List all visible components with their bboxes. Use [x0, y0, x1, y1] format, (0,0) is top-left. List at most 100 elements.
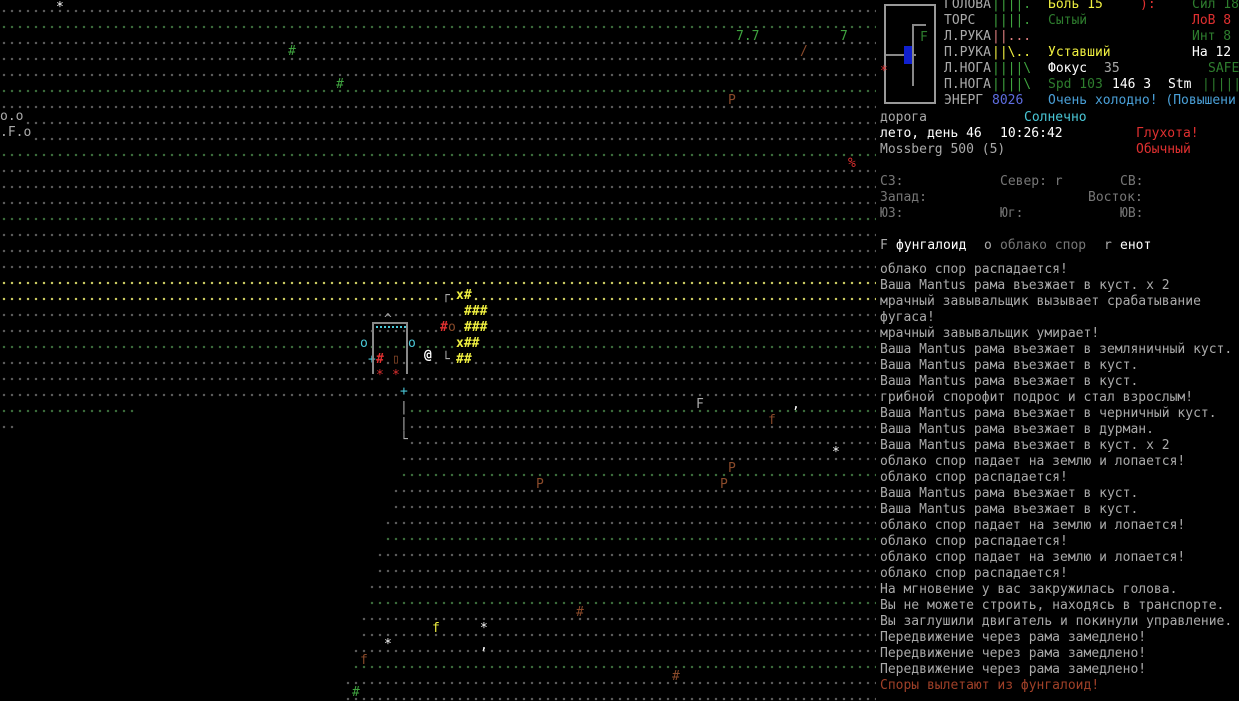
terrain-row: [0, 352, 876, 368]
monster-glyph: o: [984, 238, 992, 253]
map-plant: P: [720, 477, 728, 492]
message-log-entry: облако спор падает на землю и лопается!: [880, 550, 1186, 565]
terrain-row: [0, 336, 876, 352]
move-cost: 146 3: [1112, 77, 1152, 92]
body-part-lleg: Л.НОГА: [944, 61, 991, 76]
terrain: дорога: [880, 110, 927, 125]
terrain-row: [384, 512, 876, 528]
vehicle-part: o: [448, 320, 456, 336]
vehicle-wheel: o: [360, 336, 368, 352]
power-value: 8026: [992, 93, 1024, 108]
minimap-monster: F: [920, 30, 928, 45]
map-plant: P: [536, 477, 544, 492]
time: 10:26:42: [1000, 126, 1063, 141]
terrain-row: [0, 368, 876, 384]
map-item: *: [832, 445, 840, 460]
vehicle-frame: └: [400, 432, 408, 448]
map-fungus: f: [768, 413, 776, 428]
terrain-row: [0, 80, 876, 96]
vehicle-frame: └: [442, 352, 450, 368]
message-log-entry: Ваша Mantus рама въезжает в куст. x 2: [880, 438, 1170, 453]
message-log-entry: Вы не можете строить, находясь в транспо…: [880, 598, 1225, 613]
message-log-entry: Ваша Mantus рама въезжает в куст.: [880, 502, 1139, 517]
terrain-row: [0, 272, 876, 288]
message-log-entry: Ваша Mantus рама въезжает в черничный ку…: [880, 406, 1217, 421]
terrain-row: [0, 400, 136, 416]
vehicle-part-damaged: *: [376, 368, 384, 384]
terrain-row: [360, 624, 876, 640]
game-map[interactable]: * # # 7.7 7 / P o.o .F.o % F , f * P P P…: [0, 0, 876, 701]
vehicle-seat: ▯: [392, 352, 400, 368]
terrain-row: [0, 176, 876, 192]
terrain-row: [0, 96, 876, 112]
terrain-row: [0, 32, 876, 48]
map-tree: 7: [840, 29, 848, 44]
mood: ):: [1140, 0, 1156, 12]
map-plant: P: [728, 93, 736, 108]
message-log-entry: Передвижение через рама замедлено!: [880, 630, 1147, 645]
message-log-entry: Ваша Mantus рама въезжает в куст.: [880, 374, 1139, 389]
map-shrub: #: [352, 685, 360, 700]
compass-n: Север: r: [1000, 174, 1063, 189]
hp-rleg: ||||\: [992, 77, 1032, 92]
vehicle-part: x##: [456, 336, 480, 352]
terrain-row: [400, 464, 876, 480]
vehicle-part: x#: [456, 288, 472, 304]
fatigue: Уставший: [1048, 45, 1111, 60]
monster-name: облако спор: [1000, 238, 1087, 253]
focus-value: 35: [1104, 61, 1120, 76]
terrain-row: [344, 672, 876, 688]
vehicle-part-damaged: #: [440, 320, 448, 336]
terrain-row: [392, 480, 876, 496]
sidebar: F * ГОЛОВА ||||. ТОРС ||||. Л.РУКА ||... П.…: [878, 0, 1239, 701]
message-log-entry: Передвижение через рама замедлено!: [880, 662, 1147, 677]
terrain-row: [0, 112, 876, 128]
message-log-entry: Споры вылетают из фунгалоид!: [880, 678, 1100, 693]
focus-label: Фокус: [1048, 61, 1088, 76]
body-part-head: ГОЛОВА: [944, 0, 991, 12]
hp-head: ||||.: [992, 0, 1032, 12]
terrain-row: [352, 640, 876, 656]
compass-e: Восток:: [1088, 190, 1143, 205]
terrain-row: [392, 496, 876, 512]
player-character: @: [424, 348, 432, 364]
hp-rarm: ||\..: [992, 45, 1032, 60]
hp-lleg: ||||\: [992, 61, 1032, 76]
terrain-row: [408, 416, 876, 432]
minimap-road: [886, 54, 916, 56]
terrain-row: [0, 208, 876, 224]
stat-per: На 12: [1192, 45, 1232, 60]
vehicle-headlight: ^: [384, 312, 392, 327]
terrain-row: [0, 416, 16, 432]
weather: Солнечно: [1024, 110, 1087, 125]
message-log-entry: облако спор падает на землю и лопается!: [880, 454, 1186, 469]
sound-status: Глухота!: [1136, 126, 1199, 141]
monster-glyph: F: [880, 238, 888, 253]
message-log-entry: мрачный завывальщик вызывает срабатывани…: [880, 294, 1201, 309]
stat-str: Сил 18: [1192, 0, 1239, 12]
message-log-entry: Вы заглушили двигатель и покинули управл…: [880, 614, 1233, 629]
map-fungus: f: [360, 653, 368, 668]
speed: Spd 103: [1048, 77, 1103, 92]
compass-nw: СЗ:: [880, 174, 904, 189]
vehicle-windshield: [372, 326, 406, 331]
compass-w: Запад:: [880, 190, 927, 205]
terrain-row: [368, 592, 876, 608]
vehicle-wheel: o: [408, 336, 416, 352]
vehicle-frame: |: [400, 400, 408, 416]
safe-mode[interactable]: SAFE: [1208, 61, 1239, 76]
terrain-row: [376, 560, 876, 576]
map-shrub: #: [576, 605, 584, 620]
message-log-entry: облако спор распадается!: [880, 470, 1068, 485]
terrain-row: [368, 576, 876, 592]
message-log-entry: Ваша Mantus рама въезжает в куст.: [880, 358, 1139, 373]
terrain-row: [352, 656, 876, 672]
body-part-larm: Л.РУКА: [944, 29, 991, 44]
map-shrub: #: [288, 44, 296, 59]
stat-int: Инт 8: [1192, 29, 1232, 44]
vehicle-frame: |: [400, 416, 408, 432]
map-item: /: [800, 44, 808, 59]
map-fungaloid: .F.o: [0, 125, 32, 141]
noise-level: Обычный: [1136, 142, 1191, 157]
terrain-row: [0, 128, 876, 144]
